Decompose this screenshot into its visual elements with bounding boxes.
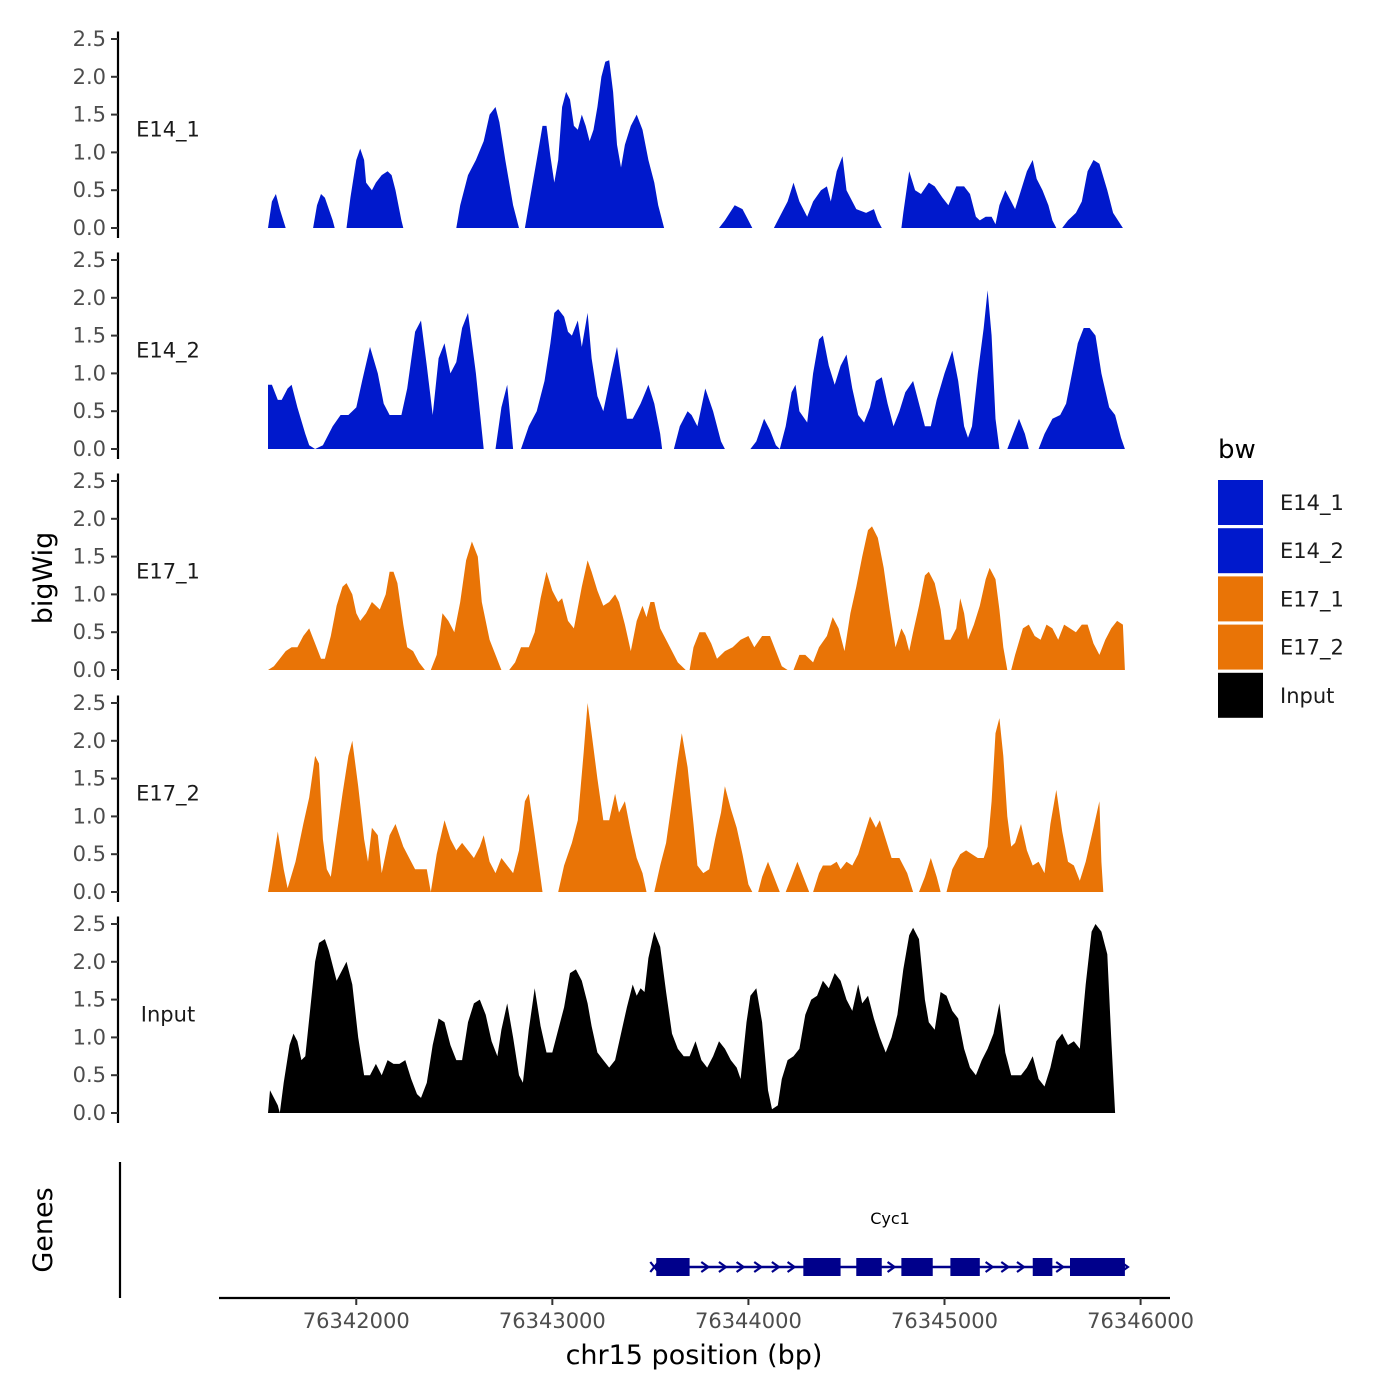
strand-arrow	[886, 1261, 897, 1273]
y-tick-label: 1.0	[73, 140, 106, 164]
strand-arrow	[753, 1261, 764, 1273]
y-tick-label: 0.0	[73, 1101, 106, 1125]
strand-arrow	[984, 1261, 995, 1273]
gene-model-cyc1[interactable]	[649, 1258, 1130, 1276]
x-axis: 76342000 76343000 76344000 76345000 76346000…	[219, 1296, 1194, 1371]
x-tick-label: 76345000	[891, 1309, 998, 1333]
legend-label: E17_2	[1280, 636, 1344, 661]
y-tick-label: 2.5	[73, 248, 106, 272]
track-e14_1: 0.0 0.5 1.0 1.5 2.0 2.5 E14_1	[73, 27, 1123, 240]
x-axis-ticks: 76342000 76343000 76344000 76345000 76346000	[303, 1298, 1194, 1333]
y-tick-label: 2.0	[73, 950, 106, 974]
track-label: E14_1	[136, 118, 200, 143]
gene-panel: Genes Cyc1	[28, 1162, 1130, 1298]
legend-swatch	[1218, 576, 1263, 622]
y-tick-label: 0.5	[73, 1063, 106, 1087]
track-e17_1: 0.0 0.5 1.0 1.5 2.0 2.5 E17_1	[73, 469, 1125, 682]
gene-name-label: Cyc1	[870, 1209, 910, 1228]
legend-entry: E17_1	[1218, 576, 1344, 622]
strand-arrow	[771, 1261, 781, 1273]
y-tick-label: 1.0	[73, 804, 106, 828]
y-tick-label: 0.0	[73, 216, 106, 240]
y-tick-label: 0.5	[73, 620, 106, 644]
y-tick-label: 2.0	[73, 65, 106, 89]
y-tick-label: 1.0	[73, 582, 106, 606]
legend-label: E14_1	[1280, 491, 1344, 516]
track-label: E17_2	[136, 782, 200, 807]
legend-swatch	[1218, 624, 1263, 670]
track-input: 0.0 0.5 1.0 1.5 2.0 2.5 Input	[73, 912, 1116, 1125]
legend-entry: E14_2	[1218, 528, 1344, 574]
signal-area-e17_2	[268, 703, 1104, 892]
legend-entries: E14_1 E14_2 E17_1 E17_2 Input	[1218, 480, 1344, 718]
signal-area-e14_2	[268, 290, 1125, 449]
legend-label: Input	[1280, 684, 1334, 708]
y-tick-label: 0.5	[73, 178, 106, 202]
y-tick-label: 0.5	[73, 842, 106, 866]
y-tick-label: 0.0	[73, 437, 106, 461]
y-tick-label: 2.0	[73, 286, 106, 310]
gene-exon	[1032, 1258, 1053, 1276]
legend-title: bw	[1218, 435, 1256, 465]
track-label: E14_2	[136, 339, 200, 364]
legend: bw E14_1 E14_2 E17_1 E17_2 Input	[1218, 435, 1344, 718]
strand-arrow	[786, 1261, 797, 1273]
strand-arrow	[1016, 1261, 1026, 1273]
x-axis-title: chr15 position (bp)	[566, 1340, 823, 1371]
x-tick-label: 76343000	[499, 1309, 606, 1333]
strand-arrow	[1055, 1261, 1066, 1273]
x-tick-label: 76344000	[695, 1309, 802, 1333]
legend-entry: Input	[1218, 672, 1334, 718]
y-tick-label: 2.5	[73, 469, 106, 493]
legend-entry: E14_1	[1218, 480, 1344, 525]
y-tick-label: 1.5	[73, 767, 106, 791]
gene-exon	[901, 1258, 933, 1276]
signal-tracks: 0.0 0.5 1.0 1.5 2.0 2.5 E14_1 0.0 0.5 1.0 1.5 2.0 2.…	[73, 27, 1125, 1125]
y-tick-label: 1.0	[73, 361, 106, 385]
signal-area-input	[268, 924, 1116, 1113]
track-label: Input	[141, 1003, 195, 1027]
signal-area-e14_1	[268, 60, 1123, 229]
legend-swatch	[1218, 672, 1263, 718]
strand-arrow	[700, 1261, 711, 1273]
gene-exon	[656, 1258, 690, 1276]
legend-swatch	[1218, 528, 1263, 574]
y-tick-label: 0.0	[73, 658, 106, 682]
y-tick-label: 1.5	[73, 545, 106, 569]
legend-entry: E17_2	[1218, 624, 1344, 670]
strand-arrow	[735, 1261, 746, 1273]
track-e17_2: 0.0 0.5 1.0 1.5 2.0 2.5 E17_2	[73, 691, 1104, 904]
gene-exon	[950, 1258, 980, 1276]
gene-exon	[856, 1258, 882, 1276]
gene-exon	[803, 1258, 841, 1276]
y-tick-label: 1.0	[73, 1025, 106, 1049]
legend-swatch	[1218, 480, 1263, 525]
y-axis-title: bigWig	[28, 532, 59, 625]
signal-area-e17_1	[268, 526, 1125, 670]
y-tick-label: 2.0	[73, 729, 106, 753]
y-tick-label: 0.0	[73, 880, 106, 904]
track-label: E17_1	[136, 560, 200, 585]
y-tick-label: 2.5	[73, 27, 106, 51]
y-tick-label: 1.5	[73, 324, 106, 348]
legend-label: E14_2	[1280, 539, 1344, 564]
y-tick-label: 1.5	[73, 103, 106, 127]
genes-axis-title: Genes	[28, 1187, 59, 1272]
x-tick-label: 76346000	[1087, 1309, 1194, 1333]
track-e14_2: 0.0 0.5 1.0 1.5 2.0 2.5 E14_2	[73, 248, 1125, 461]
strand-arrow	[718, 1261, 728, 1273]
x-tick-label: 76342000	[303, 1309, 410, 1333]
y-tick-label: 2.5	[73, 912, 106, 936]
gene-end-arrow	[1120, 1261, 1130, 1273]
y-tick-label: 1.5	[73, 988, 106, 1012]
strand-arrow	[1000, 1261, 1011, 1273]
y-tick-label: 0.5	[73, 399, 106, 423]
y-tick-label: 2.0	[73, 507, 106, 531]
y-tick-label: 2.5	[73, 691, 106, 715]
legend-label: E17_1	[1280, 587, 1344, 612]
gene-exon	[1069, 1258, 1125, 1276]
